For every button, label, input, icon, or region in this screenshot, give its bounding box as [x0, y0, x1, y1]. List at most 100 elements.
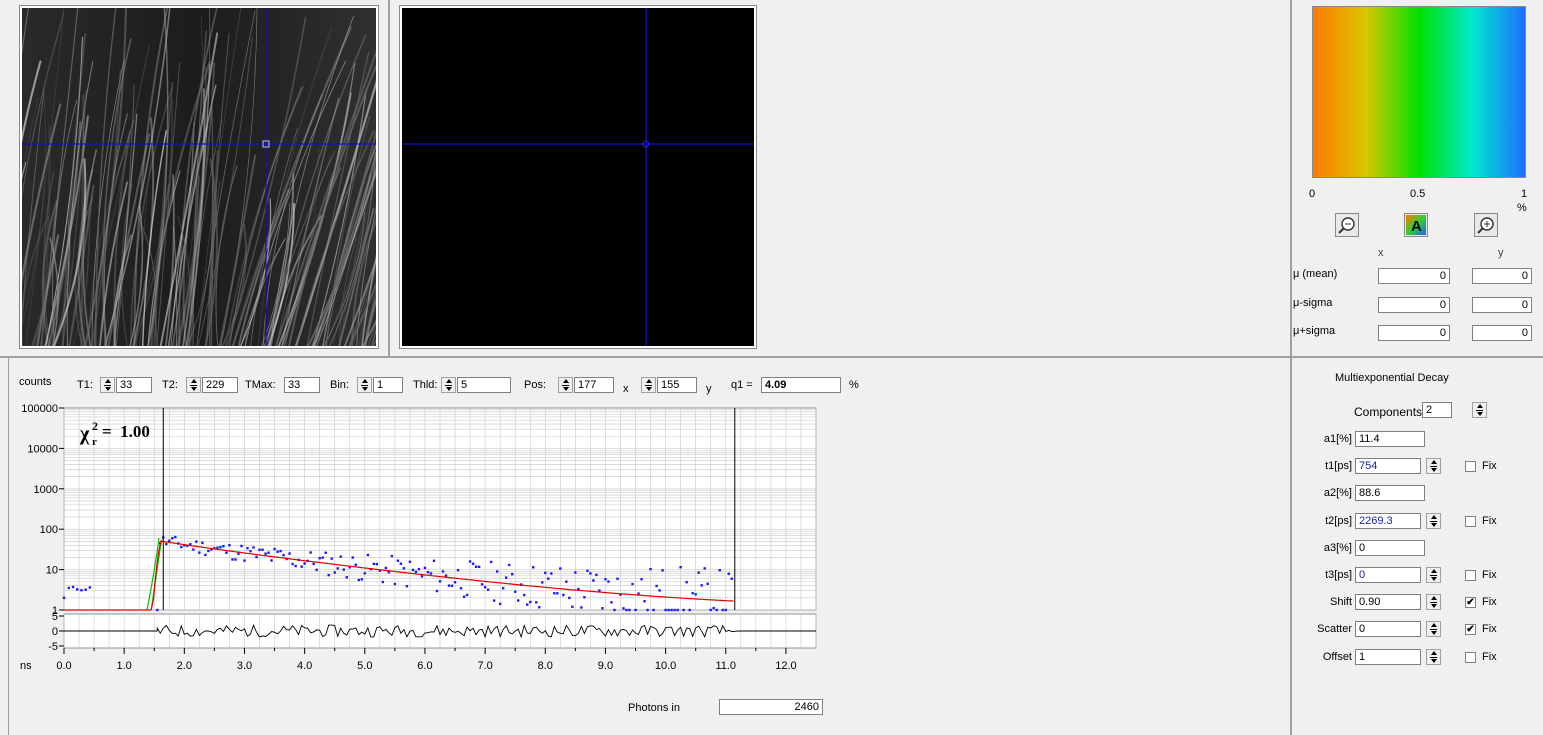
data-point: [285, 557, 288, 561]
param-field[interactable]: 0.90: [1355, 594, 1421, 610]
data-point: [393, 582, 397, 586]
stats-row-minus-label: μ-sigma: [1293, 297, 1333, 309]
param-field[interactable]: 754: [1355, 458, 1421, 474]
minus-sigma-y-field[interactable]: 0: [1472, 297, 1532, 313]
param-spinner[interactable]: [1426, 458, 1441, 474]
data-point: [541, 581, 544, 584]
t1-field[interactable]: 33: [116, 377, 152, 393]
t2-spinner[interactable]: [186, 377, 201, 393]
data-point: [357, 578, 360, 582]
components-field[interactable]: 2: [1422, 402, 1452, 418]
fix-label: Fix: [1482, 515, 1497, 527]
intensity-image[interactable]: [20, 6, 378, 348]
t1-spinner[interactable]: [100, 377, 115, 393]
plus-sigma-x-field[interactable]: 0: [1378, 325, 1450, 341]
zoom-out-button[interactable]: [1335, 213, 1359, 237]
param-field[interactable]: 0: [1355, 540, 1425, 556]
param-label: a3[%]: [1323, 542, 1352, 554]
pos-x-unit: x: [623, 383, 629, 395]
param-label: t3[ps]: [1325, 569, 1352, 581]
pos-y-field[interactable]: 155: [657, 377, 697, 393]
y-tick-label: 1000: [34, 484, 58, 496]
auto-scale-button[interactable]: A: [1404, 213, 1428, 237]
data-point: [507, 563, 511, 567]
residual-line: [64, 624, 816, 639]
fix-checkbox[interactable]: ✔: [1465, 624, 1476, 635]
q1-field[interactable]: 4.09: [761, 377, 841, 393]
data-point: [270, 559, 273, 562]
pos-y-spinner[interactable]: [641, 377, 656, 393]
fix-checkbox[interactable]: [1465, 570, 1476, 581]
data-point: [76, 588, 79, 591]
plus-sigma-y-field[interactable]: 0: [1472, 325, 1532, 341]
param-spinner[interactable]: [1426, 621, 1441, 637]
data-point: [619, 593, 622, 596]
fix-checkbox[interactable]: ✔: [1465, 597, 1476, 608]
data-point: [282, 553, 285, 557]
x-axis-label: ns: [20, 660, 32, 672]
param-field[interactable]: 0: [1355, 621, 1421, 637]
data-point: [441, 570, 445, 573]
fix-checkbox[interactable]: [1465, 652, 1476, 663]
data-point: [387, 570, 391, 574]
minus-sigma-x-field[interactable]: 0: [1378, 297, 1450, 313]
tmax-field[interactable]: 33: [284, 377, 320, 393]
data-point: [462, 595, 466, 599]
lifetime-image-canvas: [402, 8, 754, 346]
data-point: [712, 606, 715, 610]
bin-spinner[interactable]: [357, 377, 372, 393]
param-field[interactable]: 11.4: [1355, 431, 1425, 447]
zoom-out-icon: [1338, 217, 1355, 234]
param-field[interactable]: 1: [1355, 649, 1421, 665]
mean-y-field[interactable]: 0: [1472, 268, 1532, 284]
thld-field[interactable]: 5: [457, 377, 511, 393]
param-spinner[interactable]: [1426, 513, 1441, 529]
colorbar-tick-mid: 0.5: [1410, 188, 1426, 200]
data-point: [486, 588, 490, 591]
param-field[interactable]: 88.6: [1355, 485, 1425, 501]
param-spinner[interactable]: [1426, 567, 1441, 583]
data-point: [213, 547, 216, 550]
fix-checkbox[interactable]: [1465, 461, 1476, 472]
pos-x-field[interactable]: 177: [574, 377, 614, 393]
components-label: Components:: [1354, 405, 1426, 419]
param-spinner[interactable]: [1426, 649, 1441, 665]
pos-y-unit: y: [706, 383, 712, 395]
param-field[interactable]: 2269.3: [1355, 513, 1421, 529]
y-tick-label: 1: [52, 605, 58, 617]
mean-x-field[interactable]: 0: [1378, 268, 1450, 284]
data-points: [62, 535, 733, 612]
data-point: [730, 577, 733, 580]
param-spinner[interactable]: [1426, 594, 1441, 610]
data-point: [88, 586, 92, 589]
data-point: [586, 569, 589, 573]
t2-field[interactable]: 229: [202, 377, 238, 393]
bin-field[interactable]: 1: [373, 377, 403, 393]
crosshair-marker: [262, 140, 270, 148]
lifetime-image[interactable]: [400, 6, 756, 348]
photons-field[interactable]: 2460: [719, 699, 823, 715]
data-point: [261, 548, 264, 551]
data-point: [453, 581, 457, 584]
fix-checkbox[interactable]: [1465, 516, 1476, 527]
zoom-in-button[interactable]: [1474, 213, 1498, 237]
chart-grid: [63, 407, 817, 649]
left-edge-line: [8, 358, 9, 735]
data-point: [231, 558, 234, 561]
data-point: [435, 589, 439, 593]
data-point: [156, 608, 159, 612]
data-point: [501, 587, 505, 590]
param-label: a1[%]: [1323, 433, 1352, 445]
x-tick-label: 1.0: [117, 660, 132, 672]
pos-x-spinner[interactable]: [558, 377, 573, 393]
data-point: [198, 551, 201, 554]
data-point: [504, 576, 508, 579]
fit-line: [64, 540, 734, 611]
fix-label: Fix: [1482, 569, 1497, 581]
x-tick-label: 2.0: [177, 660, 192, 672]
data-point: [691, 591, 694, 595]
thld-spinner[interactable]: [441, 377, 456, 393]
components-spinner[interactable]: [1472, 402, 1487, 418]
param-field[interactable]: 0: [1355, 567, 1421, 583]
